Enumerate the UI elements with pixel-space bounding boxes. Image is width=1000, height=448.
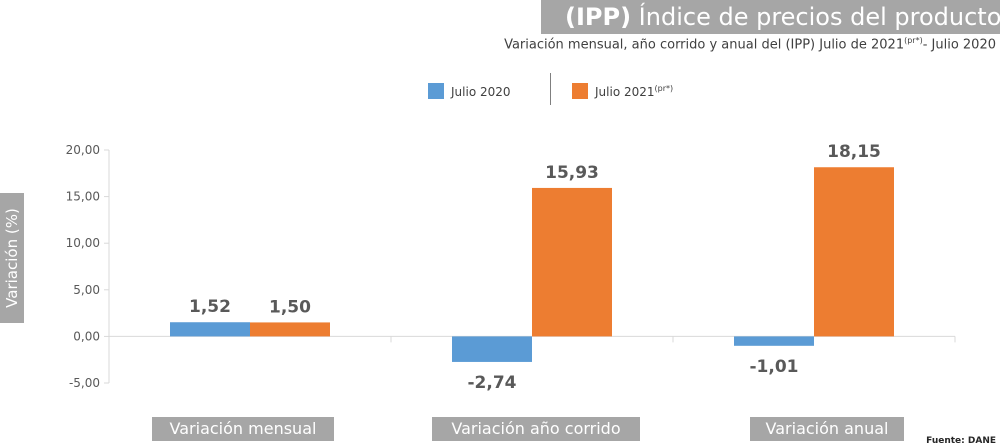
legend-swatch-series1 (428, 83, 444, 99)
bar (170, 322, 250, 337)
data-label: 1,50 (269, 297, 311, 317)
chart-subtitle: Variación mensual, año corrido y anual d… (504, 36, 996, 52)
y-tick-label: 10,00 (66, 236, 100, 250)
chart-title: (IPP) Índice de precios del productor (541, 0, 1000, 34)
title-rest: Índice de precios del productor (631, 3, 1000, 31)
bar (734, 336, 814, 346)
bar (250, 322, 330, 337)
subtitle-end: - Julio 2020 (922, 37, 996, 53)
legend-swatch-series2 (572, 83, 588, 99)
y-tick-label: 15,00 (66, 190, 100, 204)
data-label: 1,52 (189, 297, 231, 317)
category-label: Variación mensual (152, 417, 334, 441)
data-label: -2,74 (468, 373, 517, 393)
subtitle-sup: (pr*) (904, 36, 923, 45)
category-label: Variación anual (750, 417, 904, 441)
legend-separator (550, 73, 551, 105)
y-tick-label: 5,00 (73, 283, 100, 297)
legend-item-julio-2020: Julio 2020 (428, 79, 511, 103)
subtitle-main: Variación mensual, año corrido y anual d… (504, 37, 905, 53)
title-bold: (IPP) (565, 3, 632, 31)
category-label: Variación año corrido (432, 417, 640, 441)
legend-label: Julio 2020 (451, 84, 511, 99)
legend-item-julio-2021: Julio 2021(pr*) (572, 79, 673, 103)
data-label: 18,15 (827, 142, 881, 162)
data-label: 15,93 (545, 163, 599, 183)
y-tick-label: 20,00 (66, 143, 100, 157)
y-tick-label: -5,00 (69, 376, 100, 390)
legend-label: Julio 2021(pr*) (595, 83, 674, 99)
y-tick-label: 0,00 (73, 329, 100, 343)
bar (452, 336, 532, 362)
bar (814, 167, 894, 337)
data-label: -1,01 (750, 357, 799, 377)
bar (532, 187, 612, 337)
source-note: Fuente: DANE (926, 436, 996, 446)
